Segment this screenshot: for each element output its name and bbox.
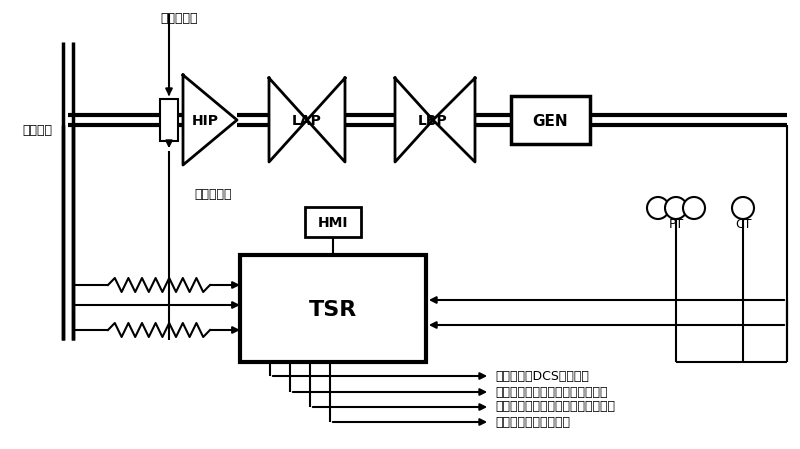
Text: 报警１，去DCS操作员站: 报警１，去DCS操作员站 (495, 370, 589, 383)
Text: 跳闸１，驱动电网侧旁路控制器动作: 跳闸１，驱动电网侧旁路控制器动作 (495, 401, 615, 414)
Text: CT: CT (734, 219, 751, 232)
Text: LBP: LBP (418, 114, 448, 128)
Circle shape (665, 197, 687, 219)
Circle shape (732, 197, 754, 219)
Bar (305, 207, 361, 237)
Text: 发电机组: 发电机组 (22, 123, 52, 136)
Text: HIP: HIP (191, 114, 218, 128)
Text: 屏蔽双绞线: 屏蔽双绞线 (194, 189, 231, 202)
Text: TSR: TSR (309, 300, 357, 321)
Text: 转速传感器: 转速传感器 (160, 12, 198, 25)
Circle shape (683, 197, 705, 219)
Polygon shape (269, 78, 307, 162)
Bar (240, 255, 426, 362)
Polygon shape (183, 75, 237, 165)
Bar (511, 96, 590, 144)
Text: 报警２，去电网调度和旁路控制器: 报警２，去电网调度和旁路控制器 (495, 386, 607, 399)
Bar (160, 99, 178, 141)
Polygon shape (395, 78, 433, 162)
Polygon shape (307, 78, 345, 162)
Text: HMI: HMI (318, 216, 348, 230)
Text: LAP: LAP (292, 114, 322, 128)
Text: GEN: GEN (533, 114, 568, 128)
Polygon shape (433, 78, 475, 162)
Text: 跳闸２，切除本台机组: 跳闸２，切除本台机组 (495, 415, 570, 428)
Text: PT: PT (668, 219, 684, 232)
Circle shape (647, 197, 669, 219)
